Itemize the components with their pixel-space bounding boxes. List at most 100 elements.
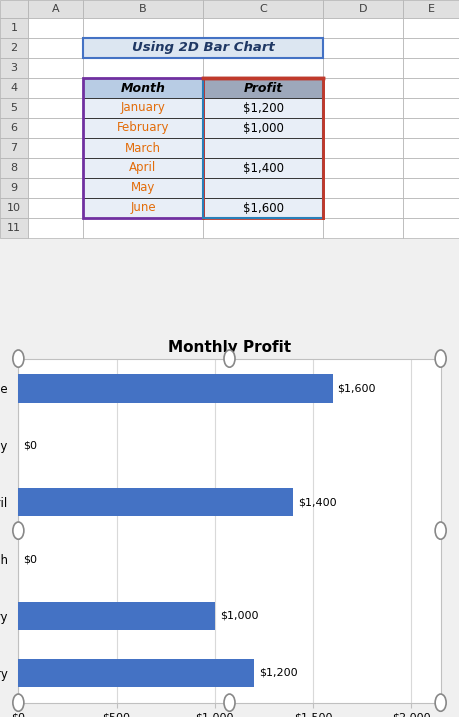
Text: 7: 7 [11, 143, 17, 153]
Bar [403, 78, 459, 98]
Bar [0, 18, 28, 38]
Bar [203, 0, 323, 18]
Bar [18, 602, 215, 630]
Bar [203, 218, 323, 238]
Bar [28, 158, 83, 178]
Bar [28, 58, 83, 78]
Bar [83, 58, 203, 78]
Bar [83, 118, 203, 138]
Bar [403, 178, 459, 198]
Bar [18, 374, 333, 403]
Bar [0, 198, 28, 218]
Bar [203, 118, 323, 138]
Bar [323, 38, 403, 58]
Bar [83, 98, 203, 118]
Bar [323, 78, 403, 98]
Text: Month: Month [121, 82, 165, 95]
Bar [403, 58, 459, 78]
Bar [203, 178, 323, 198]
Bar [83, 78, 203, 98]
Bar [83, 218, 203, 238]
Bar [403, 138, 459, 158]
Bar [28, 0, 83, 18]
Text: 5: 5 [11, 103, 17, 113]
Text: 4: 4 [11, 83, 17, 93]
Bar [28, 118, 83, 138]
Bar [0, 178, 28, 198]
Bar [0, 118, 28, 138]
Text: January: January [121, 102, 165, 115]
Bar [323, 0, 403, 18]
Bar [83, 178, 203, 198]
Text: $1,400: $1,400 [242, 161, 284, 174]
Title: Monthly Profit: Monthly Profit [168, 340, 291, 355]
Bar [203, 178, 323, 198]
Bar [0, 98, 28, 118]
Bar [0, 0, 28, 18]
Text: $1,400: $1,400 [298, 497, 337, 507]
Bar [18, 488, 293, 516]
Text: 2: 2 [11, 43, 17, 53]
Bar [28, 78, 83, 98]
Bar [203, 18, 323, 38]
Bar [203, 38, 323, 58]
Bar [83, 0, 203, 18]
Bar [403, 0, 459, 18]
Bar [203, 78, 323, 98]
Bar [83, 98, 203, 118]
Bar [323, 18, 403, 38]
Bar [28, 218, 83, 238]
Bar [323, 98, 403, 118]
Text: Profit: Profit [243, 82, 283, 95]
Text: $1,000: $1,000 [220, 611, 258, 621]
Text: 9: 9 [11, 183, 17, 193]
Bar [83, 38, 203, 58]
Bar [83, 18, 203, 38]
Bar [323, 198, 403, 218]
Bar [83, 38, 323, 58]
Text: $1,600: $1,600 [242, 201, 284, 214]
Bar [83, 198, 203, 218]
Text: $1,200: $1,200 [259, 668, 297, 678]
Bar [323, 218, 403, 238]
Bar [83, 138, 203, 158]
Bar [203, 158, 323, 178]
Bar [403, 158, 459, 178]
Bar [0, 58, 28, 78]
Bar [203, 58, 323, 78]
Bar [323, 58, 403, 78]
Text: 1: 1 [11, 23, 17, 33]
Bar [323, 178, 403, 198]
Bar [403, 38, 459, 58]
Bar [0, 138, 28, 158]
Bar [83, 118, 203, 138]
Bar [28, 178, 83, 198]
Text: 11: 11 [7, 223, 21, 233]
Bar [403, 218, 459, 238]
Bar [203, 78, 323, 218]
Text: C: C [259, 4, 267, 14]
Bar [83, 198, 203, 218]
Bar [28, 138, 83, 158]
Bar [0, 38, 28, 58]
Text: March: March [125, 141, 161, 154]
Bar [203, 98, 323, 118]
Bar [0, 158, 28, 178]
Bar [403, 18, 459, 38]
Bar [203, 158, 323, 178]
Bar [323, 158, 403, 178]
Bar [83, 138, 203, 158]
Bar [403, 198, 459, 218]
Bar [203, 138, 323, 158]
Bar [323, 118, 403, 138]
Bar [83, 158, 203, 178]
Text: B: B [139, 4, 147, 14]
Text: $1,000: $1,000 [242, 121, 284, 135]
Bar [203, 78, 323, 218]
Bar [28, 38, 83, 58]
Text: $1,200: $1,200 [242, 102, 284, 115]
Bar [83, 78, 203, 218]
Text: $1,600: $1,600 [337, 384, 376, 394]
Bar [28, 198, 83, 218]
Bar [203, 138, 323, 158]
